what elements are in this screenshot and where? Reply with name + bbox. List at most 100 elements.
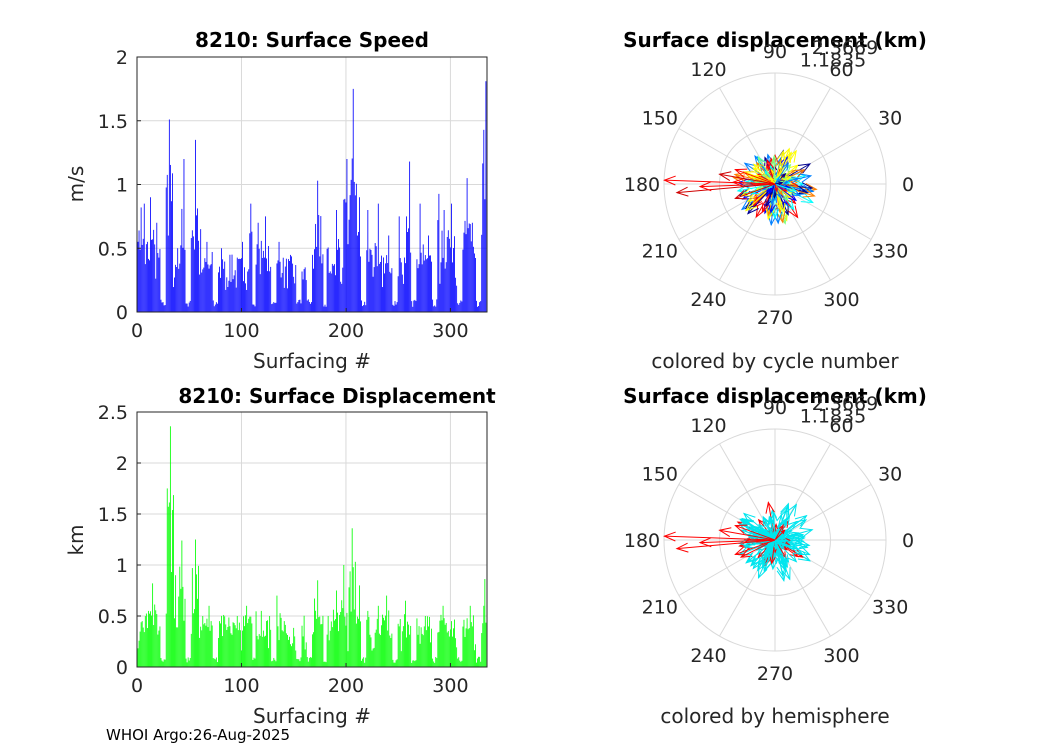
- bar: [415, 301, 417, 312]
- bar: [270, 629, 272, 667]
- bar: [464, 636, 466, 667]
- bar: [206, 618, 208, 667]
- bar: [155, 278, 157, 312]
- bar: [276, 263, 278, 312]
- bar: [300, 657, 302, 667]
- bar: [377, 605, 379, 667]
- speed-chart: 8210: Surface Speed Surfacing # m/s 0 100…: [64, 28, 488, 373]
- bar: [477, 658, 478, 667]
- bar: [346, 612, 348, 667]
- bar: [428, 626, 429, 667]
- bar: [469, 224, 471, 312]
- bar: [288, 259, 289, 312]
- bar: [391, 268, 393, 312]
- bar: [227, 287, 229, 312]
- bar: [429, 616, 430, 667]
- bar: [370, 249, 372, 312]
- polar-cycle-caption: colored by cycle number: [651, 349, 899, 373]
- bar: [325, 662, 327, 667]
- bar: [167, 235, 169, 312]
- bar: [340, 281, 342, 312]
- bar: [455, 277, 457, 312]
- bar: [289, 636, 290, 667]
- bar: [246, 289, 248, 312]
- bar: [439, 283, 441, 312]
- bar: [317, 580, 319, 667]
- bar: [224, 261, 226, 312]
- bar: [389, 635, 391, 667]
- bar: [323, 306, 325, 312]
- bar: [328, 640, 330, 667]
- bar: [462, 249, 464, 312]
- bar: [230, 281, 232, 312]
- bar: [457, 303, 459, 312]
- bar: [248, 618, 250, 667]
- polar-angle-label: 210: [642, 241, 678, 263]
- bar: [477, 306, 478, 312]
- bar: [241, 258, 242, 312]
- bar: [320, 216, 322, 312]
- bar: [423, 626, 425, 667]
- bar: [481, 633, 483, 667]
- bar: [373, 267, 375, 312]
- bar: [243, 281, 244, 312]
- x-tick-label: 300: [432, 675, 468, 697]
- bar: [319, 256, 321, 312]
- bar: [394, 662, 396, 667]
- bar: [176, 627, 178, 667]
- bar: [291, 646, 292, 667]
- polar-hemisphere-chart: Surface displacement (km) colored by hem…: [623, 384, 927, 728]
- bar: [225, 289, 227, 312]
- bar: [367, 610, 369, 667]
- bar: [198, 240, 200, 312]
- polar-angle-label: 240: [690, 289, 726, 311]
- bar: [325, 306, 327, 312]
- bar: [316, 246, 318, 312]
- bar: [193, 249, 195, 312]
- bar: [258, 634, 260, 667]
- speed-xlabel: Surfacing #: [253, 349, 371, 373]
- bar: [442, 257, 444, 312]
- bar: [165, 187, 167, 312]
- bar: [311, 657, 312, 667]
- bar: [176, 267, 178, 312]
- bar: [148, 610, 149, 667]
- bar: [289, 261, 290, 312]
- displacement-arrow: [734, 539, 776, 556]
- bar: [238, 622, 240, 667]
- bar: [161, 660, 163, 667]
- bar: [199, 637, 201, 667]
- bar: [227, 626, 229, 667]
- bar: [442, 605, 444, 667]
- bar: [437, 632, 439, 667]
- bar: [208, 605, 210, 667]
- bar: [171, 572, 172, 667]
- polar-angle-label: 180: [624, 174, 660, 196]
- bar: [394, 301, 396, 312]
- bar: [374, 632, 376, 667]
- bar: [470, 622, 472, 667]
- x-tick-label: 200: [328, 320, 364, 342]
- bar: [169, 426, 171, 667]
- polar-angle-label: 150: [642, 464, 678, 486]
- bar: [460, 661, 462, 667]
- bar: [175, 264, 177, 312]
- polar-ring-label-inner: 1.1835: [800, 50, 866, 72]
- bar: [155, 610, 157, 667]
- bar: [374, 243, 376, 312]
- bar: [341, 600, 343, 667]
- displacement-arrow: [774, 178, 782, 185]
- bar: [446, 632, 448, 667]
- bar: [363, 657, 365, 667]
- bar: [399, 258, 401, 312]
- bar: [424, 616, 426, 667]
- polar-angle-label: 120: [690, 415, 726, 437]
- bar: [213, 306, 215, 312]
- bar: [454, 236, 455, 312]
- bar: [178, 268, 180, 312]
- bar: [146, 241, 148, 312]
- bar: [481, 234, 483, 312]
- polar-cycle-title: Surface displacement (km): [623, 28, 927, 52]
- bar: [185, 658, 187, 667]
- bar: [372, 648, 374, 667]
